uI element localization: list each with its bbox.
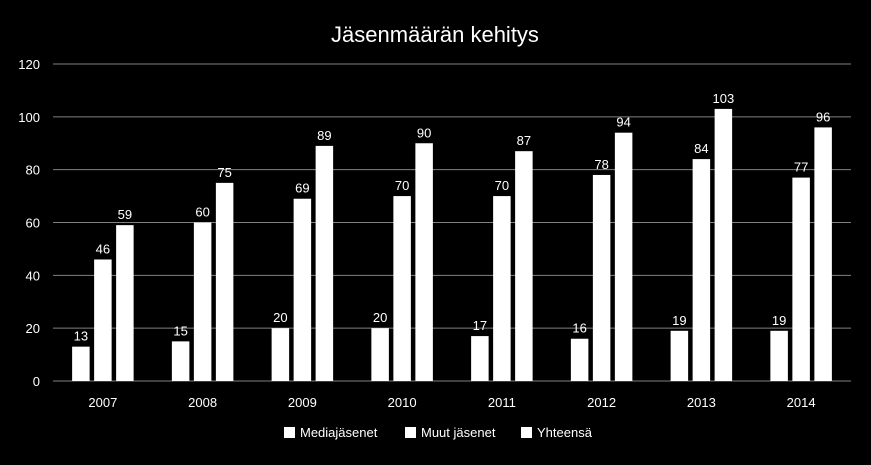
y-tick-label: 60: [26, 216, 40, 231]
bar-value-label: 69: [295, 181, 309, 196]
y-tick-label: 40: [26, 268, 40, 283]
bar-series: 13 46 59 15 60 75 20 69 89 20 70 90 17 70 87 16 78 94 19 84…: [72, 91, 832, 382]
bar: [814, 127, 832, 382]
bar: [592, 174, 611, 381]
bar-value-label: 13: [74, 329, 88, 344]
bar: [471, 336, 489, 381]
y-tick-label: 80: [26, 163, 40, 178]
x-tick-label: 2010: [388, 395, 417, 410]
bar-value-label: 70: [395, 178, 409, 193]
bar: [293, 198, 312, 381]
legend-swatch: [521, 427, 532, 438]
x-tick-label: 2013: [687, 395, 716, 410]
legend-label: Muut jäsenet: [421, 425, 496, 440]
bar: [614, 132, 633, 381]
bar-value-label: 19: [772, 313, 786, 328]
bar: [493, 196, 511, 381]
bar: [792, 177, 810, 381]
bar-value-label: 84: [694, 141, 708, 156]
y-tick-label: 120: [18, 57, 40, 72]
bar: [215, 182, 234, 381]
bar-value-label: 16: [572, 321, 586, 336]
legend-swatch: [405, 427, 416, 438]
x-tick-label: 2011: [488, 395, 516, 410]
y-tick-label: 0: [33, 374, 40, 389]
bar-value-label: 70: [495, 178, 509, 193]
bar-value-label: 19: [672, 313, 686, 328]
bar-value-label: 46: [96, 241, 110, 256]
bar: [371, 328, 389, 381]
bar-value-label: 89: [317, 128, 331, 143]
bar-value-label: 15: [173, 323, 187, 338]
x-tick-label: 2008: [188, 395, 217, 410]
legend-label: Mediajäsenet: [300, 425, 378, 440]
bar-value-label: 60: [195, 205, 209, 220]
bar-value-label: 103: [713, 91, 735, 106]
bar-value-label: 17: [473, 318, 487, 333]
bar: [692, 159, 711, 381]
x-tick-label: 2007: [88, 395, 117, 410]
bar-value-label: 20: [373, 310, 387, 325]
bar-value-label: 77: [794, 160, 808, 175]
bar: [72, 346, 90, 381]
legend: Mediajäsenet Muut jäsenet Yhteensä: [284, 425, 593, 440]
bar: [515, 151, 533, 381]
bar-value-label: 90: [417, 125, 431, 140]
bar: [315, 145, 334, 381]
x-tick-label: 2012: [587, 395, 616, 410]
bar: [570, 338, 589, 381]
bar: [94, 259, 112, 381]
bar: [271, 328, 290, 381]
bar-value-label: 59: [118, 207, 132, 222]
y-axis-ticks: 0 20 40 60 80 100 120: [18, 57, 40, 389]
x-tick-label: 2014: [787, 395, 816, 410]
bar: [714, 108, 733, 382]
x-axis-ticks: 2007 2008 2009 2010 2011 2012 2013 2014: [88, 395, 815, 410]
bar: [670, 330, 689, 381]
bar: [770, 330, 788, 381]
y-tick-label: 100: [18, 110, 40, 125]
legend-label: Yhteensä: [537, 425, 593, 440]
bar-value-label: 87: [517, 133, 531, 148]
bar: [393, 196, 411, 381]
legend-swatch: [284, 427, 295, 438]
bar-value-label: 75: [217, 165, 231, 180]
bar-value-label: 94: [616, 115, 630, 130]
bar: [415, 143, 433, 381]
bar-value-label: 96: [816, 109, 830, 124]
chart-title: Jäsenmäärän kehitys: [331, 22, 539, 47]
bar: [171, 341, 190, 381]
x-tick-label: 2009: [288, 395, 317, 410]
bar-value-label: 78: [594, 157, 608, 172]
bar-value-label: 20: [273, 310, 287, 325]
y-tick-label: 20: [26, 321, 40, 336]
gridlines: [53, 63, 851, 382]
bar: [193, 222, 212, 381]
bar: [116, 225, 134, 381]
